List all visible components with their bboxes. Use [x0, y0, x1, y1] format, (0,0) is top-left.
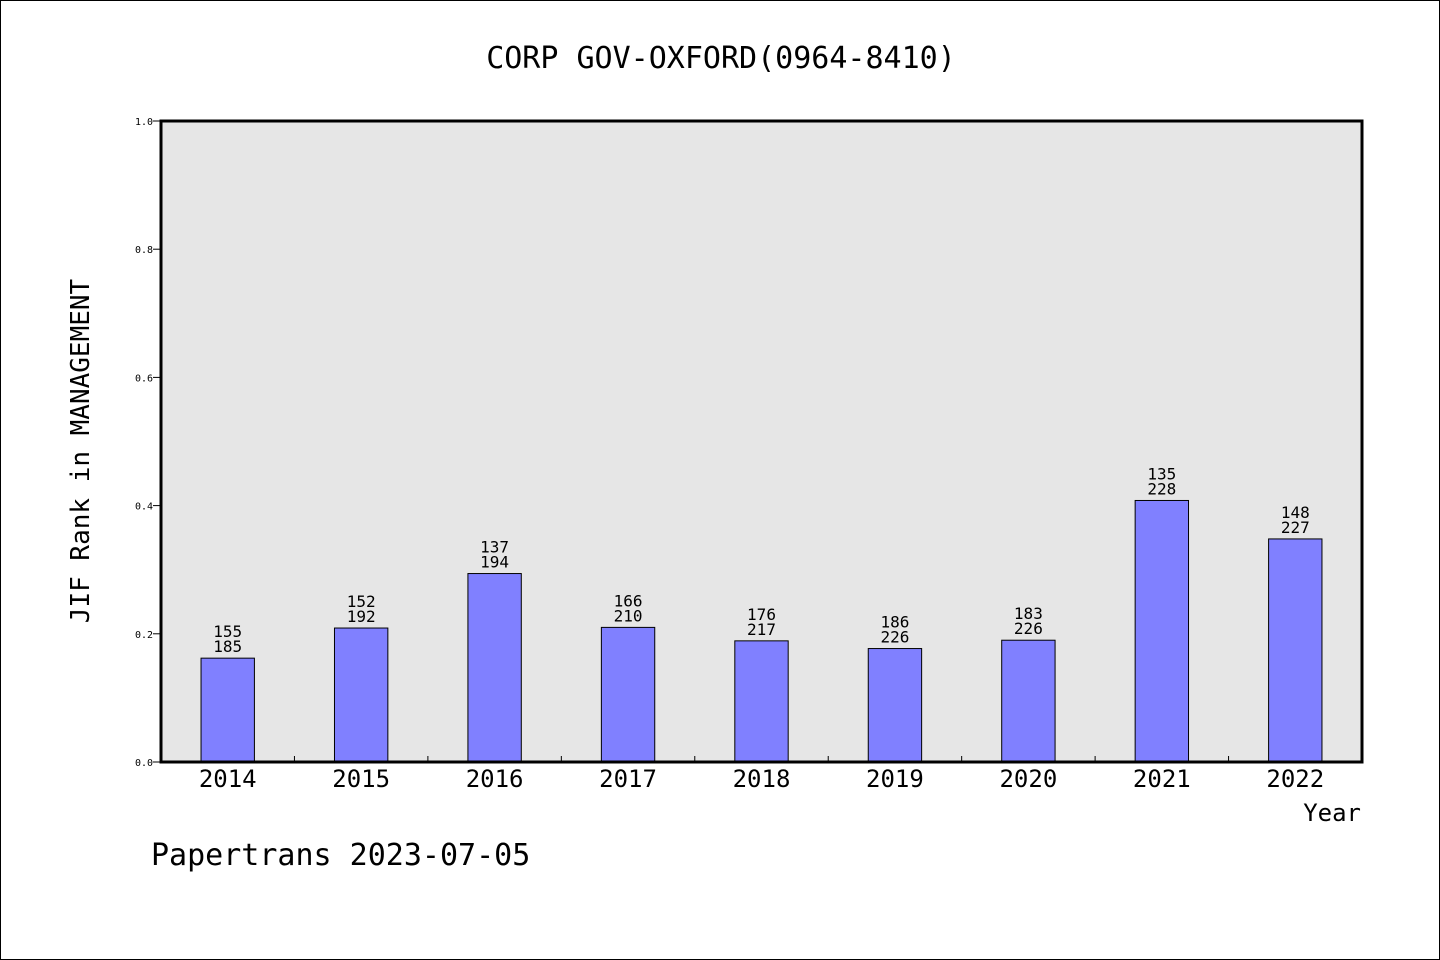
bar-rank-label: 186 — [880, 613, 909, 632]
chart-title: CORP GOV-OXFORD(0964-8410) — [486, 41, 956, 76]
y-tick-label: 0.2 — [135, 630, 153, 641]
bar-total-label: 226 — [880, 628, 909, 647]
bar-rank-label: 183 — [1014, 604, 1043, 623]
bar-2018 — [734, 640, 789, 763]
y-axis: 0.0 0.2 0.4 0.6 0.8 1.0 — [135, 117, 161, 769]
x-tick-label: 2019 — [866, 765, 924, 793]
x-tick-label: 2021 — [1133, 765, 1191, 793]
bar-total-label: 226 — [1014, 619, 1043, 638]
bar-total-label: 194 — [480, 553, 509, 572]
bar-total-label: 210 — [614, 606, 643, 625]
x-tick-label: 2022 — [1266, 765, 1324, 793]
y-tick-label: 1.0 — [135, 117, 153, 128]
bar-total-label: 227 — [1281, 518, 1310, 537]
bar-rank-label: 137 — [480, 538, 509, 557]
y-tick-label: 0.0 — [135, 758, 153, 769]
bar-2017 — [600, 626, 656, 763]
bar-rank-label: 155 — [213, 622, 242, 641]
bar-total-label: 217 — [747, 620, 776, 639]
bar-rank-label: 148 — [1281, 503, 1310, 522]
bar-2016 — [467, 573, 522, 763]
bar-2022 — [1268, 538, 1323, 763]
bar-2014 — [200, 657, 255, 763]
x-tick-label: 2018 — [733, 765, 791, 793]
x-tick-label: 2015 — [332, 765, 390, 793]
bar-2019 — [867, 648, 923, 763]
x-tick-label: 2020 — [999, 765, 1057, 793]
x-axis: 2014 2015 2016 2017 2018 2019 2020 2021 2022 — [199, 756, 1324, 793]
bar-rank-label: 152 — [347, 592, 376, 611]
bar-2020 — [1001, 639, 1056, 763]
bar-rank-label: 176 — [747, 605, 776, 624]
bar-total-label: 185 — [213, 637, 242, 656]
y-tick-label: 0.4 — [135, 502, 153, 513]
footer-source: Papertrans 2023-07-05 — [151, 838, 530, 873]
plot-frame — [159, 119, 1364, 764]
y-tick-label: 0.6 — [135, 373, 153, 384]
x-tick-label: 2017 — [599, 765, 657, 793]
bar-total-label: 192 — [347, 607, 376, 626]
bar-2015 — [333, 627, 389, 763]
x-tick-label: 2016 — [466, 765, 524, 793]
bars-group — [200, 499, 1323, 763]
bar-total-label: 228 — [1147, 479, 1176, 498]
x-tick-label: 2014 — [199, 765, 257, 793]
y-axis-label: JIF Rank in MANAGEMENT — [66, 278, 96, 623]
bar-rank-label: 135 — [1147, 464, 1176, 483]
y-tick-label: 0.8 — [135, 245, 153, 256]
bar-2021 — [1134, 499, 1190, 763]
x-axis-label: Year — [1303, 799, 1361, 827]
bar-rank-label: 166 — [614, 591, 643, 610]
